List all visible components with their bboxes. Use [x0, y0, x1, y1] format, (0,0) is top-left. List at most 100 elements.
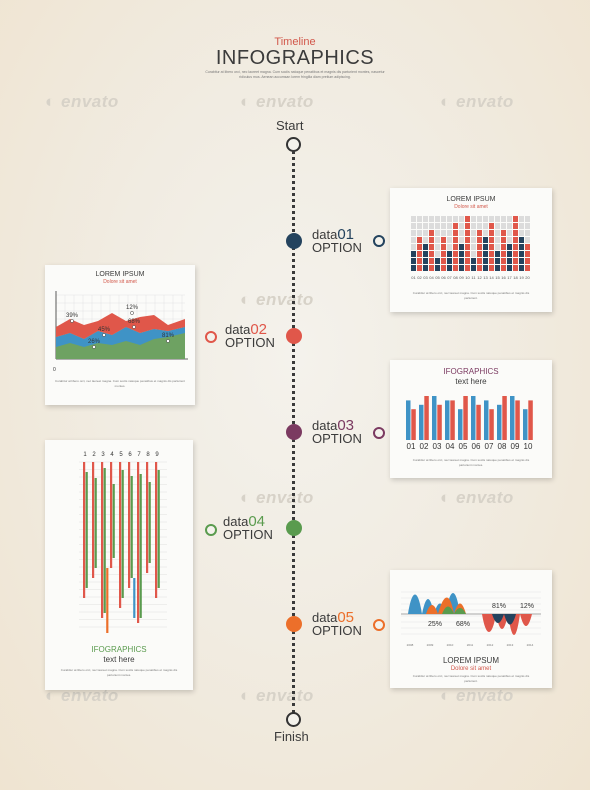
panel-1-bar-chart: 01 02 03 04 05 06 07 08 09 10 11 12 13 14 15 16 17 18 19 20 — [411, 216, 530, 280]
grid-cell — [441, 223, 446, 229]
bar-cell — [477, 265, 482, 271]
timeline-node-04 — [286, 520, 302, 536]
bar — [476, 404, 481, 440]
bar — [432, 396, 437, 440]
tick-label: 8 — [146, 452, 150, 458]
bar-cell — [453, 223, 458, 229]
panel-1-text: Curabitur at libero orci, nec laoreet ma… — [412, 291, 530, 300]
bar — [510, 396, 515, 440]
grid-cell — [447, 237, 452, 243]
tick-label: 5 — [119, 452, 123, 458]
grid-cell — [483, 230, 488, 236]
tick-label: 06 — [472, 442, 481, 451]
grid-cell — [459, 230, 464, 236]
bar-cell — [483, 237, 488, 243]
grid-cell — [411, 223, 416, 229]
tick-label: 02 — [417, 275, 422, 280]
bar-cell — [465, 244, 470, 250]
grid-cell — [417, 230, 422, 236]
panel-5-wave-chart: 25% 68% 81% 12% 2008 2009 2010 2011 2012 2013 2014 — [401, 591, 541, 647]
tick-label: 2008 — [407, 643, 414, 647]
tick-label: 16 — [501, 275, 506, 280]
tick-label: 13 — [483, 275, 488, 280]
bar-cell — [495, 265, 500, 271]
panel-2-card: LOREM IPSUM Dolore sit amet 39% 45% 12% 68%… — [45, 265, 195, 405]
grid-cell — [435, 223, 440, 229]
bar-green — [121, 470, 124, 598]
bar-cell — [411, 258, 416, 264]
bar-cell — [447, 258, 452, 264]
bar-cell — [453, 251, 458, 257]
panel-4-title: IFOGRAPHICS — [91, 645, 147, 654]
bar-green — [85, 472, 88, 588]
bar-cell — [489, 258, 494, 264]
bar — [458, 409, 463, 440]
grid-cell — [507, 223, 512, 229]
grid-cell — [423, 223, 428, 229]
bar — [497, 404, 502, 440]
bar-cell — [411, 265, 416, 271]
grid-cell — [471, 237, 476, 243]
bar-cell — [507, 265, 512, 271]
header-subtitle: Timeline — [274, 36, 316, 48]
bar-cell — [501, 237, 506, 243]
tick-label: 2 — [92, 452, 96, 458]
bar-green — [94, 478, 97, 568]
timeline-start-label: Start — [276, 118, 304, 133]
tick-label: 6 — [128, 452, 132, 458]
grid-cell — [435, 244, 440, 250]
grid-cell — [411, 244, 416, 250]
bar-cell — [417, 265, 422, 271]
data-label: 12% — [126, 305, 139, 311]
bar-cell — [477, 244, 482, 250]
bar-red — [155, 462, 158, 598]
tick-label: 2009 — [427, 643, 434, 647]
panel-2-area-chart: 39% 45% 12% 68% 26% 81% 0 — [53, 291, 188, 373]
bar-cell — [471, 265, 476, 271]
wave-navy — [492, 614, 516, 625]
grid-cell — [519, 223, 524, 229]
data-point — [130, 311, 134, 315]
timeline-finish-label: Finish — [274, 729, 309, 744]
grid-cell — [471, 230, 476, 236]
data-label: 25% — [428, 621, 442, 628]
watermark: ◐ envato — [240, 488, 314, 507]
grid-cell — [423, 237, 428, 243]
bar-cell — [465, 251, 470, 257]
panel-1-title: LOREM IPSUM — [446, 196, 496, 203]
bar-cell — [453, 244, 458, 250]
watermark: ◐ envato — [440, 686, 514, 705]
panel-2-text: Curabitur at libero orci, nec laoreet ma… — [55, 379, 185, 388]
bar-cell — [513, 223, 518, 229]
tick-label: 2011 — [467, 643, 474, 647]
bar — [424, 396, 429, 440]
bar — [489, 409, 494, 440]
bar-cell — [489, 237, 494, 243]
bar-cell — [459, 244, 464, 250]
option-04-connector — [205, 524, 217, 536]
data-label: 26% — [88, 339, 101, 345]
timeline-node-05 — [286, 616, 302, 632]
tick-label: 03 — [423, 275, 428, 280]
bar-cell — [465, 265, 470, 271]
bar-cell — [489, 223, 494, 229]
bar-cell — [525, 251, 530, 257]
tick-label: 2013 — [507, 643, 514, 647]
panel-2-title: LOREM IPSUM — [95, 271, 145, 278]
bar — [471, 396, 476, 440]
bar-cell — [417, 258, 422, 264]
tick-label: 15 — [495, 275, 500, 280]
panel-4-subtitle: text here — [103, 655, 135, 664]
grid-cell — [501, 216, 506, 222]
grid-cell — [411, 216, 416, 222]
bar-cell — [483, 265, 488, 271]
bar-cell — [507, 251, 512, 257]
grid-cell — [495, 230, 500, 236]
grid-cell — [435, 237, 440, 243]
page-title: INFOGRAPHICS — [215, 47, 375, 69]
bar-cell — [441, 237, 446, 243]
data-point — [102, 333, 106, 337]
bar-cell — [441, 258, 446, 264]
bar-cell — [417, 244, 422, 250]
